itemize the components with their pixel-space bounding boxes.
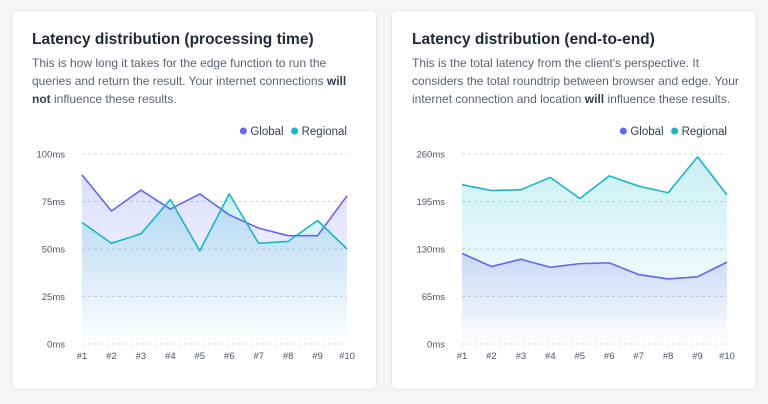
description-emphasis: will xyxy=(584,92,605,106)
y-tick-label: 25ms xyxy=(42,292,65,303)
x-tick-label: #6 xyxy=(604,351,615,362)
series-line-regional xyxy=(461,156,728,200)
x-tick-label: #9 xyxy=(312,351,323,362)
y-tick-label: 100ms xyxy=(36,150,65,161)
description-text: This is the total latency from the clien… xyxy=(412,56,739,106)
y-tick-label: 75ms xyxy=(42,197,65,208)
x-tick-label: #9 xyxy=(692,351,703,362)
x-tick-label: #8 xyxy=(283,351,294,362)
series-line-global xyxy=(81,174,348,237)
y-tick-label: 65ms xyxy=(422,292,445,303)
x-tick-label: #8 xyxy=(663,351,674,362)
y-tick-label: 195ms xyxy=(416,197,445,208)
y-tick-label: 260ms xyxy=(416,150,445,161)
x-tick-label: #10 xyxy=(339,351,355,362)
series-line-regional xyxy=(81,193,348,252)
y-tick-label: 130ms xyxy=(416,245,445,256)
description-text-end: influence these results. xyxy=(50,92,177,106)
series-line-global xyxy=(461,252,728,280)
y-tick-label: 50ms xyxy=(42,245,65,256)
x-tick-label: #2 xyxy=(106,351,117,362)
series-area-regional xyxy=(82,193,347,344)
x-tick-label: #7 xyxy=(633,351,644,362)
x-tick-label: #10 xyxy=(719,351,735,362)
legend-label-regional: Regional xyxy=(682,126,727,138)
legend-label-regional: Regional xyxy=(302,126,347,138)
end-to-end-latency-card: Latency distribution (end-to-end) This i… xyxy=(391,10,757,390)
card-description: This is the total latency from the clien… xyxy=(412,54,742,108)
y-tick-label: 0ms xyxy=(427,340,445,351)
x-tick-label: #4 xyxy=(545,351,556,362)
x-tick-label: #1 xyxy=(457,351,468,362)
x-tick-label: #5 xyxy=(194,351,205,362)
legend-label-global: Global xyxy=(630,126,663,138)
card-title: Latency distribution (processing time) xyxy=(32,31,314,48)
legend-swatch-global xyxy=(619,127,627,135)
series-area-regional xyxy=(462,156,727,344)
description-text-end: influence these results. xyxy=(604,92,731,106)
legend-swatch-global xyxy=(239,127,247,135)
x-tick-label: #4 xyxy=(165,351,176,362)
processing-latency-chart: 0ms 25ms 50ms 75ms 100ms #1 #2 #3 #4 #5 #6 #7 #8 #9 #1… xyxy=(36,126,355,362)
end-to-end-latency-chart: 0ms 65ms 130ms 195ms 260ms #1 #2 #3 #4 #5 #6 #7 #8 #9… xyxy=(416,126,735,362)
legend-swatch-regional xyxy=(671,127,679,135)
card-title: Latency distribution (end-to-end) xyxy=(412,31,655,48)
x-tick-label: #1 xyxy=(77,351,88,362)
legend-swatch-regional xyxy=(291,127,299,135)
x-tick-label: #6 xyxy=(224,351,235,362)
description-emphasis: will not xyxy=(32,74,347,106)
x-tick-label: #2 xyxy=(486,351,497,362)
description-text: This is how long it takes for the edge f… xyxy=(32,56,327,88)
x-tick-label: #3 xyxy=(136,351,147,362)
y-tick-label: 0ms xyxy=(47,340,65,351)
card-description: This is how long it takes for the edge f… xyxy=(32,54,362,108)
processing-latency-card: Latency distribution (processing time) T… xyxy=(11,10,377,390)
x-tick-label: #3 xyxy=(516,351,527,362)
legend-label-global: Global xyxy=(250,126,283,138)
x-tick-label: #5 xyxy=(574,351,585,362)
x-tick-label: #7 xyxy=(253,351,264,362)
